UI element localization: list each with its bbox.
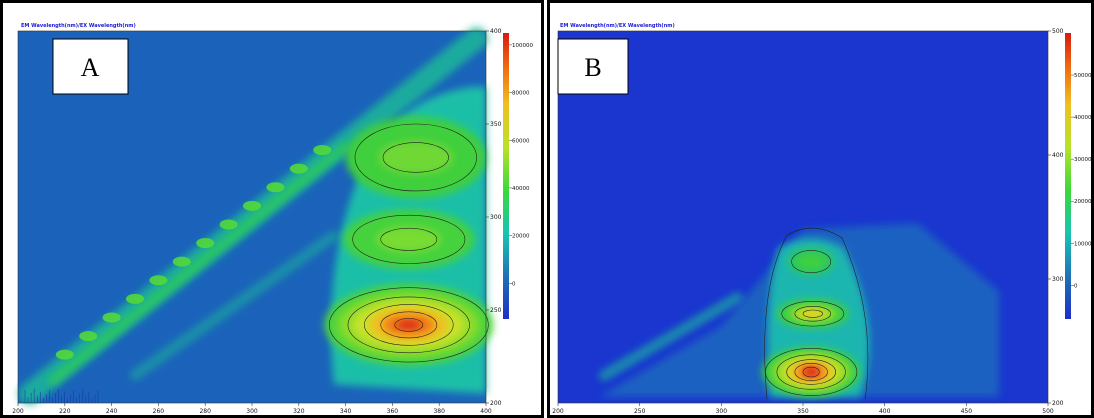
x-axis: 200 250 300 350 400 450 500 [552,403,1054,415]
x-tick-label: 400 [480,408,492,415]
scatter-band [598,292,743,381]
y-tick-label: 500 [1052,28,1064,35]
scatter-spot [79,331,98,342]
scatter-spot [313,145,332,156]
colorbar-tick-label: 80000 [512,91,530,97]
x-tick-label: 200 [552,408,564,415]
colorbar-tick-label: 0 [512,281,516,287]
scatter-spot [196,238,215,249]
scatter-spot [172,256,191,267]
colorbar [1065,33,1071,319]
contour-line [786,359,836,385]
y-tick-label: 400 [490,28,502,35]
y-tick-label: 400 [1052,152,1064,159]
panel-label-b: B [584,53,601,82]
eem-contour-chart-a: EM Wavelength(nm)/EX Wavelength(nm) 200 2… [12,23,533,415]
scatter-spot [55,349,74,360]
x-tick-label: 450 [961,408,973,415]
y-tick-label: 350 [490,121,502,128]
scatter-band-core [48,141,351,386]
panel-label-box [557,38,629,95]
contour-line [382,142,449,173]
noise-region [24,388,99,403]
y-tick-label: 250 [490,307,502,314]
contour-line [347,296,470,354]
contour-line [781,301,845,327]
panel-label-a: A [81,53,100,82]
panel-label-box [52,38,129,95]
chart-header: EM Wavelength(nm)/EX Wavelength(nm) [21,23,136,29]
x-tick-label: 380 [433,408,445,415]
contour-line [394,318,424,332]
contour-line [380,227,438,251]
contour-level-fill [376,226,442,253]
colorbar-ticks: 0 20000 40000 60000 80000 100000 [509,43,533,287]
x-tick-label: 350 [797,408,809,415]
colorbar-tick-label: 500000 [1074,73,1091,79]
colorbar-tick-label: 20000 [512,234,530,240]
scatter-spot [266,182,285,193]
colorbar-tick-label: 200000 [1074,199,1091,205]
x-tick-label: 300 [246,408,258,415]
scatter-spot [102,312,121,323]
contour-line [791,250,832,274]
panel-a: EM Wavelength(nm)/EX Wavelength(nm) 200 2… [0,0,544,418]
x-axis: 200 220 240 260 280 300 320 340 360 380 400 [12,403,492,415]
contour-level-fill [804,367,818,377]
x-tick-label: 320 [293,408,305,415]
x-tick-label: 220 [59,408,71,415]
y-tick-label: 300 [1052,276,1064,283]
colorbar-tick-label: 300000 [1074,157,1091,163]
x-tick-label: 500 [1042,408,1054,415]
eem-contour-chart-b: EM Wavelength(nm)/EX Wavelength(nm) 200 2… [552,23,1091,415]
scatter-spot [149,275,168,286]
x-tick-label: 260 [153,408,165,415]
contour-line [802,366,820,378]
contour-level-fill [378,140,454,175]
contour-line-layer [764,227,869,400]
x-tick-label: 280 [199,408,211,415]
chart-header: EM Wavelength(nm)/EX Wavelength(nm) [560,23,675,29]
colorbar-tick-label: 100000 [1074,241,1091,247]
panel-b: EM Wavelength(nm)/EX Wavelength(nm) 200 2… [547,0,1094,418]
colorbar [503,33,509,319]
x-tick-label: 360 [387,408,399,415]
colorbar-tick-label: 400000 [1074,115,1091,121]
contour-level-fill [798,254,825,270]
scatter-spot [243,200,261,211]
scatter-spot [289,163,308,174]
x-tick-label: 300 [716,408,728,415]
contour-line [794,305,832,322]
contour-line [776,354,846,390]
contour-line [794,363,828,381]
y-axis: 200 250 300 350 400 [486,28,502,407]
colorbar-tick-label: 100000 [512,43,533,49]
y-axis: 200 300 400 500 [1048,28,1064,407]
scatter-spot [219,219,238,230]
contour-line [380,311,438,339]
colorbar-ticks: 0 100000 200000 300000 400000 500000 [1071,73,1091,289]
x-tick-label: 400 [879,408,891,415]
x-tick-label: 240 [106,408,118,415]
colorbar-tick-label: 60000 [512,138,530,144]
y-tick-label: 300 [490,214,502,221]
x-tick-label: 200 [12,408,24,415]
x-tick-label: 250 [634,408,646,415]
y-tick-label: 200 [1052,400,1064,407]
contour-line [354,123,477,192]
contour-line [802,309,823,318]
contour-line [352,214,466,264]
contour-line [764,227,869,400]
contour-line [328,287,489,363]
y-tick-label: 200 [490,400,502,407]
scatter-band-secondary [130,230,339,381]
scatter-spot [126,293,144,304]
contour-level-fill [397,320,421,330]
contour-line-layer [24,123,489,403]
contour-level-fill [799,309,826,319]
colorbar-tick-label: 40000 [512,186,530,192]
colorbar-tick-label: 0 [1074,283,1078,289]
contour-line [364,304,454,346]
x-tick-label: 340 [340,408,352,415]
